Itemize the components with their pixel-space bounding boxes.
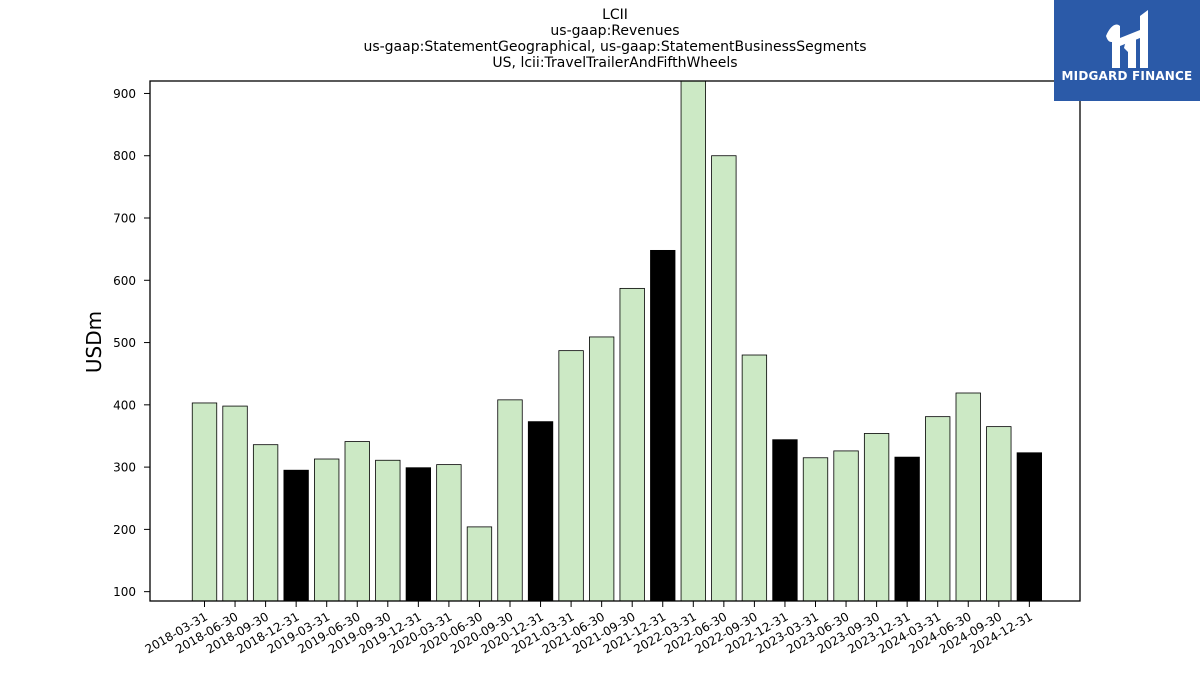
bar-2018-12-31 [283,469,309,602]
bar-2020-03-31 [436,464,462,602]
bar-2023-03-31 [802,457,829,602]
chart-subtitle-axes: us-gaap:StatementGeographical, us-gaap:S… [363,39,867,55]
bar-2021-03-31 [558,350,584,602]
y-tick-label: 400 [113,398,136,412]
bar-2020-12-31 [527,421,554,602]
bar-2023-06-30 [833,450,859,602]
bar-2024-12-31 [1016,452,1042,602]
y-axis: 100 200 300 400 500 600 700 800 900 [113,87,150,599]
bar-2024-09-30 [986,426,1012,602]
bar-2022-03-31 [680,80,706,602]
logo-mark-icon [1106,10,1148,68]
midgard-finance-logo: MIDGARD FINANCE [1054,0,1200,101]
y-tick-label: 100 [113,585,136,599]
bar-2024-06-30 [955,392,981,602]
chart-title: LCII [602,7,628,23]
chart-subtitle-concept: us-gaap:Revenues [550,23,680,39]
bar-2019-06-30 [344,441,370,602]
y-tick-label: 900 [113,87,136,101]
bar-2020-06-30 [466,526,493,602]
y-tick-label: 600 [113,274,136,288]
bar-2022-09-30 [741,354,768,602]
plot-frame [149,80,1081,602]
y-axis-label: USDm [82,311,106,373]
y-tick-label: 700 [113,212,136,226]
y-tick-label: 800 [113,149,136,163]
bar-2019-12-31 [405,467,432,602]
bar-2018-09-30 [252,444,279,602]
y-tick-label: 300 [113,461,136,475]
chart-subtitle-members: US, lcii:TravelTrailerAndFifthWheels [492,55,738,71]
bar-2018-03-31 [191,402,218,602]
y-tick-label: 200 [113,523,136,537]
bar-2023-09-30 [863,433,890,602]
bar-2024-03-31 [925,416,951,602]
bar-2023-12-31 [894,456,920,602]
bars-group [191,80,1042,602]
bar-2018-06-30 [222,405,248,602]
logo-text: MIDGARD FINANCE [1061,69,1193,83]
y-tick-label: 500 [113,336,136,350]
bar-2020-09-30 [497,399,523,602]
bar-2019-09-30 [375,459,401,602]
bar-2021-09-30 [619,287,645,602]
bar-2022-06-30 [711,155,737,602]
bar-2021-06-30 [589,336,615,602]
bar-2021-12-31 [650,249,676,602]
bar-2019-03-31 [314,458,340,602]
bar-2022-12-31 [772,439,798,602]
x-axis: 2018-03-312018-06-302018-09-302018-12-31… [143,601,1035,656]
